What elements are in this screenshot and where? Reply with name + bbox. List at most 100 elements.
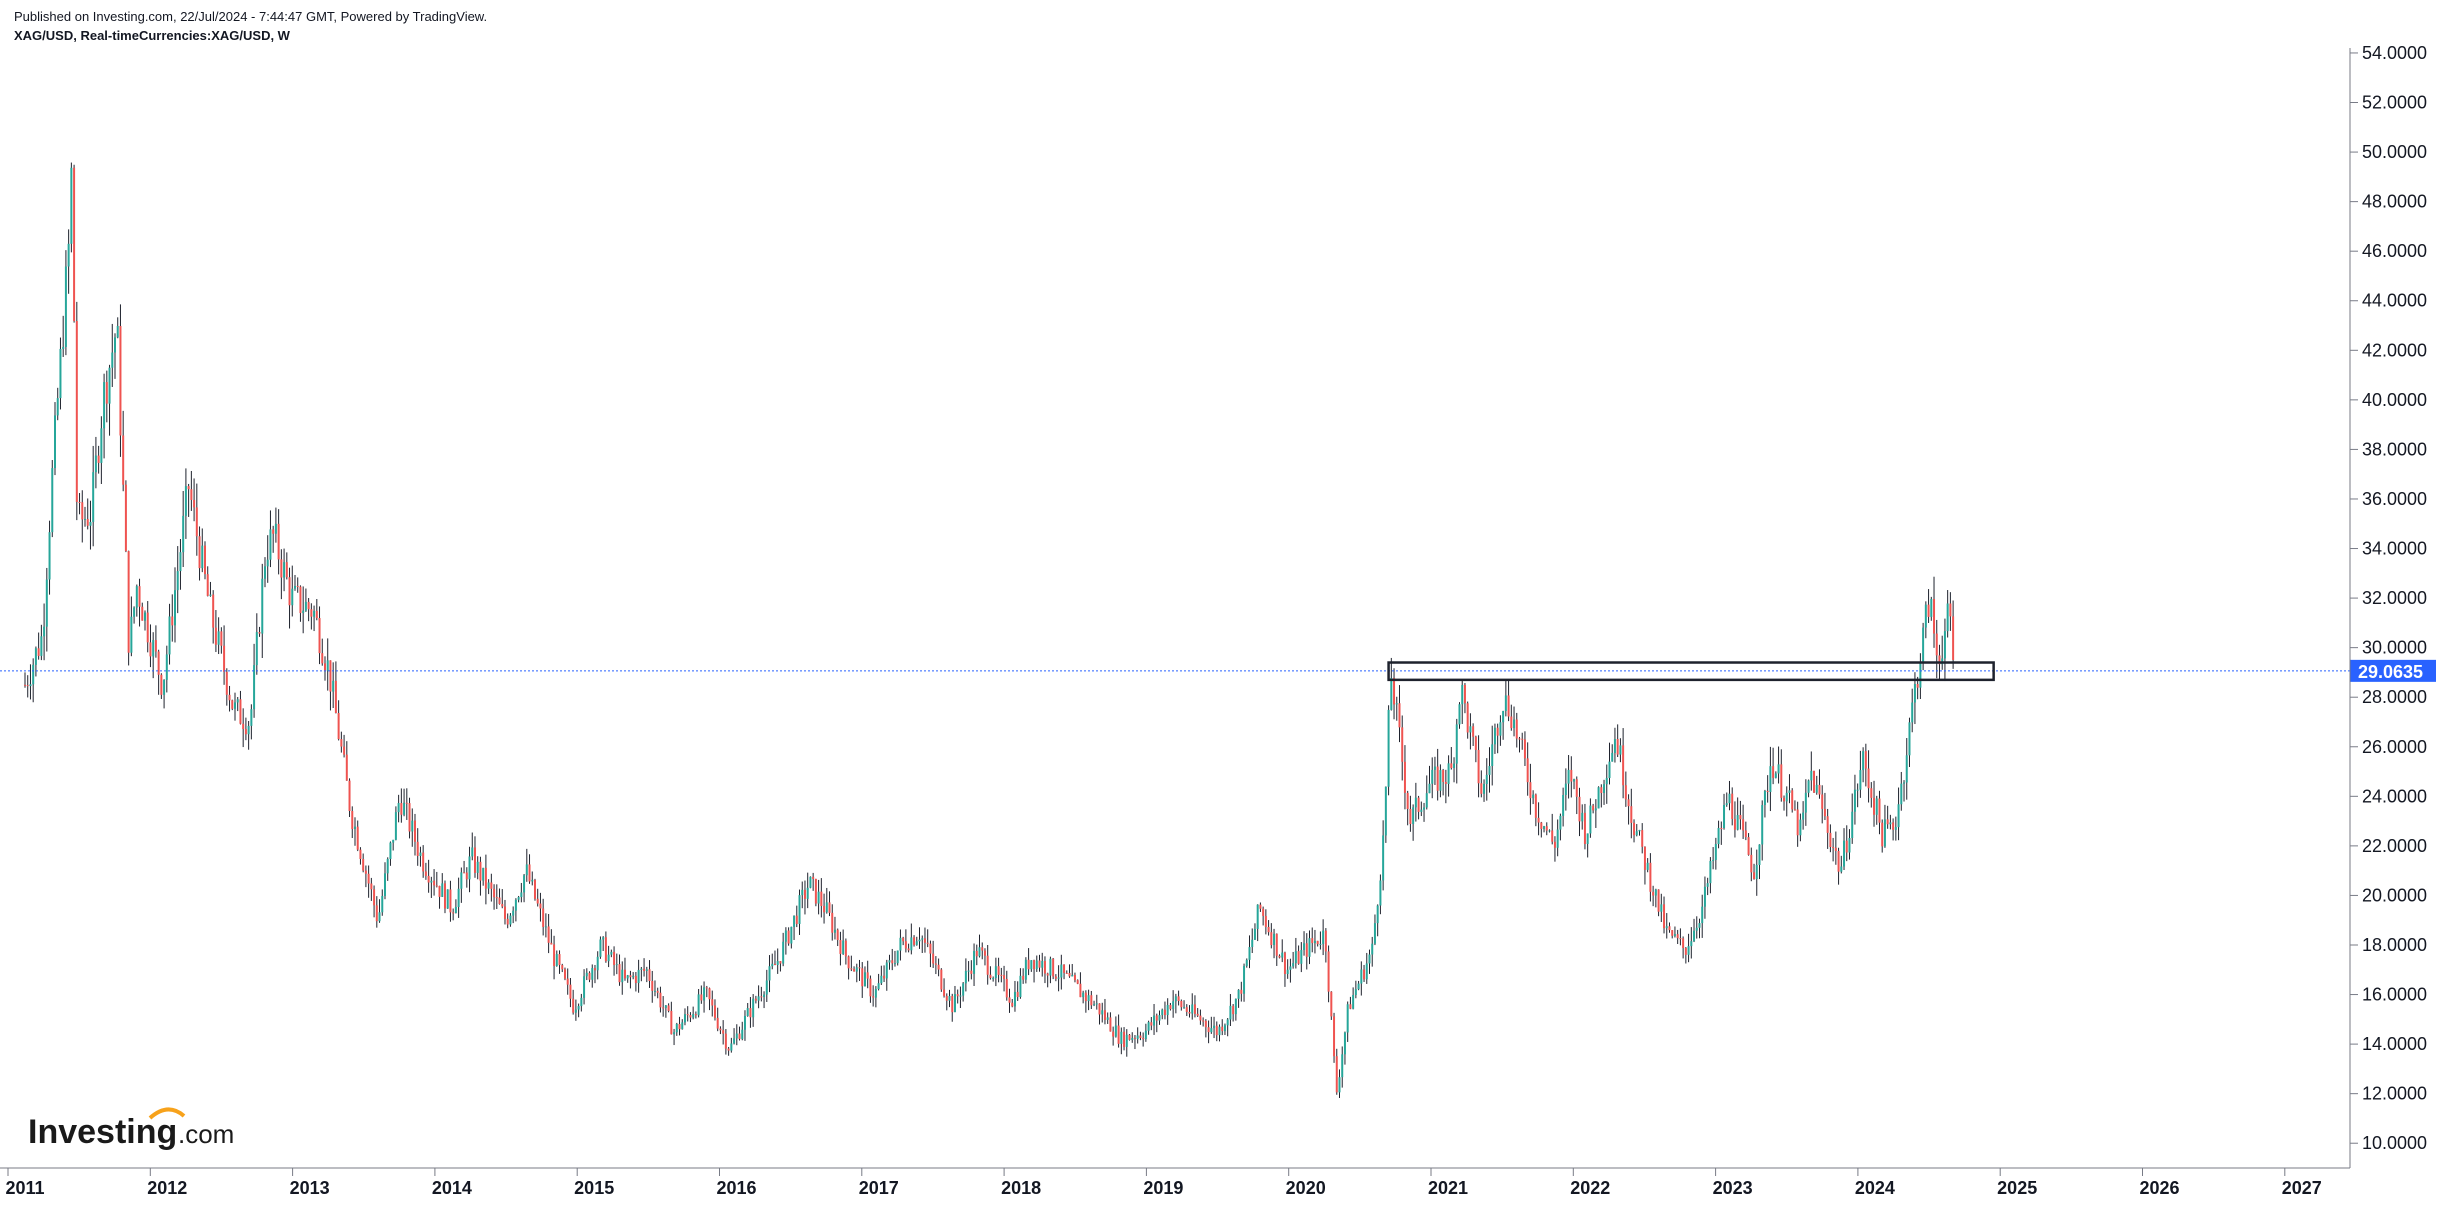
candle-body-down xyxy=(288,577,291,606)
candle-body-down xyxy=(533,879,536,899)
candle-body-up xyxy=(291,588,294,606)
y-tick-label: 30.0000 xyxy=(2362,638,2427,658)
resistance-zone-box[interactable] xyxy=(1387,661,1995,682)
candle-body-up xyxy=(1245,959,1248,966)
candle-body-up xyxy=(274,523,277,534)
candle-body-up xyxy=(135,586,138,608)
y-tick-label: 46.0000 xyxy=(2362,241,2427,261)
candle-body-up xyxy=(1856,789,1859,791)
x-tick-label: 2016 xyxy=(716,1178,756,1198)
candle-body-up xyxy=(43,626,46,637)
candle-body-down xyxy=(1169,1004,1172,1010)
candle-body-up xyxy=(302,610,305,614)
candle-body-down xyxy=(1783,797,1786,802)
candle-body-down xyxy=(73,167,76,322)
candle-body-up xyxy=(1605,778,1608,785)
candle-body-down xyxy=(572,998,575,1013)
candle-body-down xyxy=(656,990,659,993)
candle-body-up xyxy=(1343,1032,1346,1055)
axes-group: 10.0000 12.0000 14.0000 16.0000 18.0000 20.00… xyxy=(0,43,2427,1198)
candle-body-up xyxy=(1387,709,1390,787)
candle-body-down xyxy=(138,586,141,607)
candle-body-up xyxy=(59,348,62,399)
candle-body-up xyxy=(1253,928,1256,940)
candle-body-up xyxy=(555,954,558,966)
candle-body-up xyxy=(1030,960,1033,970)
candle-body-down xyxy=(1864,751,1867,769)
candle-body-up xyxy=(1294,951,1297,964)
candle-body-up xyxy=(1635,831,1638,836)
candle-body-up xyxy=(1153,1015,1156,1026)
candle-body-down xyxy=(78,501,81,503)
candle-body-up xyxy=(877,983,880,990)
candle-body-up xyxy=(1191,1004,1194,1014)
candle-body-down xyxy=(1867,768,1870,789)
candle-body-up xyxy=(236,699,239,703)
candle-body-down xyxy=(902,937,905,942)
candle-body-down xyxy=(1529,782,1532,799)
candle-body-down xyxy=(424,871,427,876)
candle-body-up xyxy=(133,607,136,617)
candle-body-up xyxy=(1769,766,1772,793)
candle-body-down xyxy=(86,518,89,526)
candle-body-up xyxy=(1144,1030,1147,1040)
candle-body-down xyxy=(869,978,872,997)
candle-body-down xyxy=(844,940,847,957)
candle-body-down xyxy=(1444,781,1447,784)
candle-body-down xyxy=(883,975,886,979)
candle-body-up xyxy=(176,571,179,591)
candle-body-down xyxy=(1515,719,1518,739)
candle-body-down xyxy=(547,926,550,943)
candle-body-up xyxy=(56,398,59,416)
candle-body-down xyxy=(1403,761,1406,793)
candle-body-down xyxy=(1185,1007,1188,1012)
candle-body-down xyxy=(337,713,340,740)
candle-body-up xyxy=(1777,764,1780,774)
y-tick-label: 28.0000 xyxy=(2362,687,2427,707)
candle-body-up xyxy=(978,947,981,957)
candle-body-up xyxy=(1712,859,1715,861)
candle-body-up xyxy=(1924,604,1927,628)
candle-body-down xyxy=(1731,793,1734,819)
candle-body-up xyxy=(1360,969,1363,984)
candle-body-down xyxy=(1098,1003,1101,1015)
candle-body-down xyxy=(708,988,711,1000)
candle-body-up xyxy=(152,640,155,657)
candle-body-up xyxy=(1717,827,1720,845)
candle-body-up xyxy=(520,892,523,898)
candle-body-up xyxy=(1919,662,1922,688)
candle-body-up xyxy=(1483,784,1486,794)
candle-body-up xyxy=(771,963,774,967)
candle-body-up xyxy=(746,1008,749,1016)
candle-body-down xyxy=(1262,908,1265,916)
candle-body-up xyxy=(1423,807,1426,810)
candle-body-up xyxy=(798,895,801,924)
candle-body-down xyxy=(1643,846,1646,870)
candle-body-down xyxy=(1417,797,1420,812)
candle-body-down xyxy=(1742,819,1745,831)
candle-body-down xyxy=(1330,991,1333,1017)
candle-body-up xyxy=(673,1032,676,1035)
candle-body-down xyxy=(1892,822,1895,830)
candle-body-up xyxy=(697,994,700,1016)
x-tick-label: 2014 xyxy=(432,1178,472,1198)
candle-body-down xyxy=(1477,749,1480,784)
candle-body-up xyxy=(83,518,86,520)
candle-body-down xyxy=(651,980,654,991)
candle-body-up xyxy=(1911,702,1914,723)
candle-body-down xyxy=(760,996,763,998)
candle-body-up xyxy=(1573,779,1576,782)
candle-body-up xyxy=(1706,883,1709,887)
candle-body-down xyxy=(351,810,354,830)
symbol-title: XAG/USD, Real-timeCurrencies:XAG/USD, W xyxy=(14,28,290,43)
candle-body-down xyxy=(1750,854,1753,873)
candle-body-up xyxy=(918,939,921,942)
candle-body-down xyxy=(1005,978,1008,998)
candle-body-down xyxy=(850,968,853,970)
candle-body-up xyxy=(1613,739,1616,753)
candle-body-down xyxy=(160,674,163,695)
candle-body-down xyxy=(1305,943,1308,957)
candle-body-up xyxy=(921,938,924,940)
candle-body-down xyxy=(1008,997,1011,1003)
